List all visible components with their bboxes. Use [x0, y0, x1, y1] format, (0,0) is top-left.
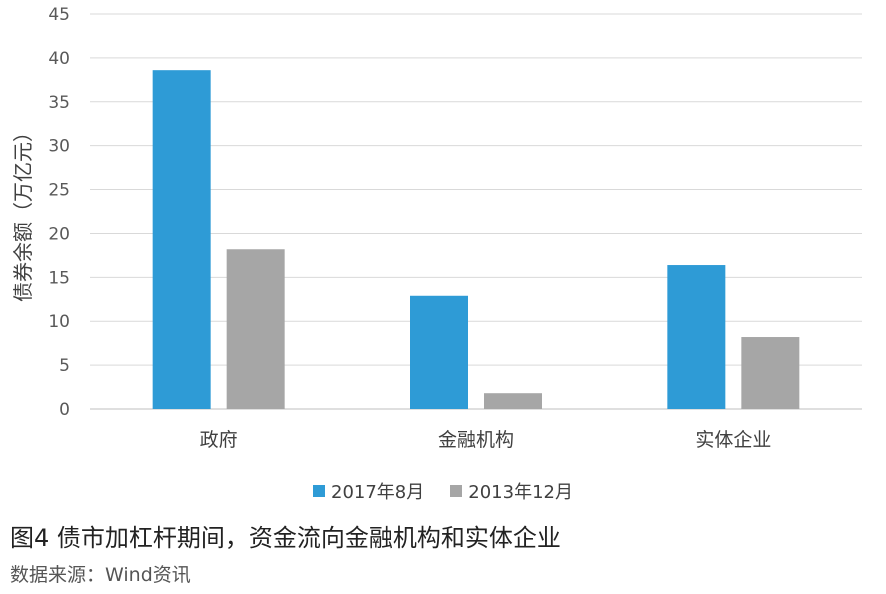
y-tick-label: 5 [59, 356, 70, 376]
data-source: 数据来源：Wind资讯 [10, 564, 191, 586]
x-category-label: 金融机构 [438, 429, 514, 451]
y-tick-label: 25 [48, 181, 70, 201]
bar-series-1-1 [152, 70, 211, 409]
bar-chart: 0 5 10 15 20 25 30 35 40 45 债券余额（万亿元） 政府 金融机构 实体企业 [11, 5, 862, 451]
legend-label-series-2: 2013年12月 [468, 482, 573, 503]
y-tick-label: 30 [48, 137, 70, 157]
x-category-label: 政府 [200, 429, 238, 451]
y-tick-label: 35 [48, 93, 70, 113]
bar-series-2-1 [226, 249, 285, 409]
legend-label-series-1: 2017年8月 [331, 482, 425, 503]
y-tick-label: 15 [48, 268, 70, 288]
y-tick-label: 45 [48, 5, 70, 25]
y-tick-label: 10 [48, 312, 70, 332]
figure-caption: 图4 债市加杠杆期间，资金流向金融机构和实体企业 [10, 524, 561, 552]
legend: 2017年8月 2013年12月 [0, 478, 886, 504]
bar-series-1-2 [410, 295, 468, 409]
x-category-label: 实体企业 [695, 429, 771, 451]
legend-item-series-2: 2013年12月 [450, 478, 573, 504]
y-axis-label: 债券余额（万亿元） [11, 122, 35, 302]
legend-item-series-1: 2017年8月 [313, 478, 424, 504]
bar-series-2-2 [484, 393, 542, 409]
y-tick-label: 40 [48, 49, 70, 69]
bar-series-2-3 [741, 337, 800, 409]
bar-series-1-3 [667, 265, 726, 409]
legend-swatch-series-2 [450, 485, 463, 497]
y-tick-label: 20 [48, 224, 70, 244]
legend-swatch-series-1 [313, 485, 325, 497]
y-tick-label: 0 [59, 400, 70, 420]
